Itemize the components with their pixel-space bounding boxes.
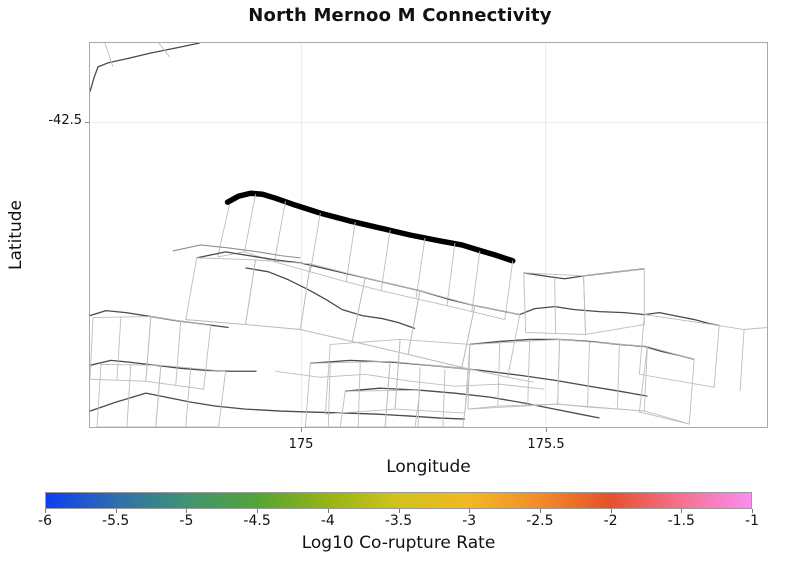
colorbar-tick-mark bbox=[115, 509, 117, 513]
colorbar-tick-label: -3 bbox=[462, 513, 477, 529]
colorbar-tick-mark bbox=[327, 509, 329, 513]
fault-polygon bbox=[583, 268, 645, 336]
fault-polygon-edge bbox=[244, 194, 256, 252]
x-tick-label: 175 bbox=[288, 437, 314, 452]
fault-polygon-edge bbox=[185, 367, 192, 427]
y-tick-label: -42.5 bbox=[48, 113, 82, 128]
y-axis-label: Latitude bbox=[6, 200, 26, 270]
y-tick-mark bbox=[85, 122, 89, 123]
colorbar-tick-mark bbox=[681, 509, 683, 513]
fault-polygon-edge bbox=[217, 204, 231, 257]
colorbar-tick-label: -2.5 bbox=[526, 513, 554, 529]
fault-polygon-edge bbox=[185, 319, 534, 383]
colorbar-tick-mark bbox=[257, 509, 259, 513]
x-tick-label: 175.5 bbox=[527, 437, 565, 452]
fault-polygon-edge bbox=[357, 362, 361, 427]
fault-polygon-edge bbox=[309, 213, 321, 272]
colorbar-tick-label: -1.5 bbox=[667, 513, 695, 529]
fault-polygon-edge bbox=[217, 251, 505, 320]
colorbar-tick-label: -6 bbox=[38, 513, 52, 529]
fault-polygon bbox=[155, 364, 227, 427]
fault-polygon-edge bbox=[504, 260, 514, 320]
fault-polygon bbox=[384, 360, 471, 427]
fault-polygon-edge bbox=[158, 43, 171, 58]
colorbar-tick-mark bbox=[752, 509, 753, 513]
colorbar-tick-mark bbox=[469, 509, 471, 513]
colorbar-tick-mark bbox=[186, 509, 188, 513]
fault-trace bbox=[196, 251, 720, 327]
fault-trace bbox=[345, 387, 600, 419]
fault-trace bbox=[90, 392, 465, 420]
fault-polygon-edge bbox=[719, 325, 767, 330]
colorbar-tick-mark bbox=[610, 509, 612, 513]
fault-polygon bbox=[145, 316, 212, 390]
colorbar-tick-label: -5.5 bbox=[102, 513, 130, 529]
fault-trace bbox=[90, 359, 257, 372]
fault-polygon-edge bbox=[739, 329, 745, 392]
x-tick-mark bbox=[546, 428, 547, 432]
fault-polygon-edge bbox=[380, 229, 391, 291]
fault-polygon-edge bbox=[274, 201, 286, 262]
fault-trace bbox=[245, 267, 416, 330]
colorbar-tick-mark bbox=[398, 509, 400, 513]
colorbar-tick-mark bbox=[45, 509, 46, 513]
colorbar-tick-label: -1 bbox=[745, 513, 759, 529]
colorbar-tick-label: -4 bbox=[320, 513, 335, 529]
fault-polygon-edge bbox=[467, 403, 690, 425]
fault-polygon-edge bbox=[327, 362, 331, 427]
colorbar-tick-label: -5 bbox=[179, 513, 194, 529]
x-axis-label: Longitude bbox=[386, 457, 471, 477]
fault-polygon-edge bbox=[442, 369, 446, 427]
colorbar-tick-label: -3.5 bbox=[384, 513, 413, 529]
fault-polygon-edge bbox=[587, 341, 590, 408]
fault-polygon-edge bbox=[345, 222, 356, 282]
fault-polygon bbox=[557, 338, 648, 412]
colorbar-gradient bbox=[45, 492, 752, 509]
fault-polygon-edge bbox=[417, 367, 421, 427]
fault-polygon bbox=[245, 259, 311, 330]
fault-polygon bbox=[339, 389, 421, 427]
fault-polygon-edge bbox=[126, 364, 132, 427]
colorbar-tick-label: -4.5 bbox=[243, 513, 271, 529]
fault-polygon bbox=[96, 363, 162, 427]
highlighted-fault-trace bbox=[224, 190, 516, 264]
fault-polygon bbox=[638, 314, 720, 388]
x-tick-mark bbox=[301, 428, 302, 432]
fault-trace bbox=[172, 244, 301, 259]
fault-polygon bbox=[185, 257, 257, 326]
chart-title: North Mernoo M Connectivity bbox=[248, 5, 552, 26]
fault-polygon-edge bbox=[616, 344, 620, 410]
fault-polygon-edge bbox=[554, 277, 557, 335]
fault-polygon bbox=[304, 360, 391, 427]
colorbar-tick-label: -2 bbox=[603, 513, 618, 529]
fault-polygon-edge bbox=[175, 320, 182, 386]
fault-polygon-edge bbox=[104, 43, 114, 68]
fault-polygon-edge bbox=[415, 237, 426, 299]
fault-polygon-edge bbox=[471, 250, 481, 312]
fault-polygon-edge bbox=[446, 242, 456, 306]
fault-polygon bbox=[407, 290, 476, 368]
fault-polygon-edge bbox=[527, 339, 531, 406]
fault-polygon-edge bbox=[275, 370, 545, 390]
colorbar-label: Log10 Co-rupture Rate bbox=[301, 533, 496, 553]
map-plot-area bbox=[89, 42, 768, 428]
fault-trace bbox=[90, 43, 200, 92]
fault-polygon bbox=[394, 338, 471, 414]
fault-polygon-edge bbox=[497, 341, 501, 407]
fault-polygon-edge bbox=[116, 316, 122, 381]
fault-map-canvas bbox=[90, 43, 767, 427]
fault-polygon bbox=[299, 263, 366, 342]
colorbar-tick-mark bbox=[539, 509, 541, 513]
